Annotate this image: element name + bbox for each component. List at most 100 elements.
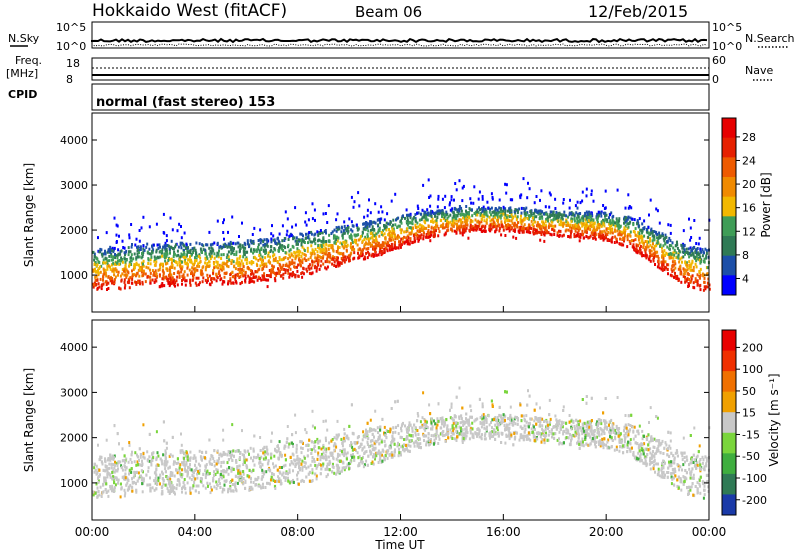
- power-point: [441, 224, 444, 228]
- power-point: [593, 230, 596, 234]
- power-point: [166, 252, 169, 256]
- power-point: [481, 214, 484, 218]
- power-point: [333, 256, 336, 260]
- power-point: [535, 224, 538, 228]
- power-point: [505, 215, 508, 219]
- power-point: [238, 275, 241, 279]
- power-point: [277, 241, 280, 245]
- power-point: [494, 216, 497, 220]
- power-point: [171, 263, 174, 267]
- power-point: [539, 231, 542, 235]
- power-point: [502, 209, 505, 213]
- power-point: [104, 252, 107, 256]
- power-point: [637, 249, 640, 253]
- power-point: [335, 229, 338, 233]
- power-point: [596, 223, 599, 227]
- power-point: [202, 265, 205, 269]
- power-point: [288, 275, 291, 279]
- power-point: [141, 252, 143, 255]
- power-point: [194, 269, 197, 273]
- power-point: [196, 264, 199, 268]
- power-point: [357, 256, 360, 260]
- power-point: [376, 240, 379, 244]
- power-point: [465, 205, 468, 208]
- power-point: [171, 276, 174, 280]
- freq-label: Freq.: [15, 54, 42, 67]
- power-point: [656, 239, 659, 243]
- power-point: [599, 223, 602, 227]
- power-point: [667, 223, 670, 227]
- power-point: [268, 260, 271, 264]
- power-point: [596, 220, 599, 224]
- power-point: [202, 276, 205, 280]
- power-point: [193, 273, 196, 277]
- power-point: [117, 252, 120, 256]
- power-point: [475, 213, 478, 217]
- power-point: [585, 228, 588, 232]
- power-point: [114, 268, 117, 272]
- power-point: [163, 284, 166, 288]
- power-point: [367, 242, 370, 246]
- power-point: [140, 261, 143, 265]
- power-point: [127, 271, 130, 275]
- power-point: [707, 277, 710, 281]
- power-point: [624, 220, 627, 224]
- power-point: [111, 277, 114, 280]
- power-point: [455, 218, 458, 222]
- power-point: [159, 263, 162, 267]
- power-point: [148, 247, 151, 251]
- power-point: [353, 251, 356, 255]
- power-point: [300, 240, 303, 244]
- power-point: [307, 236, 310, 240]
- power-point: [381, 246, 383, 250]
- power-point: [95, 270, 98, 274]
- power-point: [523, 223, 526, 227]
- power-point: [114, 256, 117, 260]
- power-point: [111, 281, 113, 285]
- power-point: [168, 273, 170, 277]
- power-point: [259, 276, 262, 280]
- power-point: [609, 224, 612, 227]
- power-point: [131, 243, 133, 246]
- power-point: [652, 259, 655, 263]
- power-point: [408, 226, 411, 230]
- power-point: [225, 256, 228, 260]
- beam-label: Beam 06: [355, 3, 422, 21]
- power-point: [238, 260, 241, 264]
- power-point: [223, 218, 225, 222]
- power-point: [494, 208, 497, 212]
- power-point: [457, 219, 460, 223]
- power-point: [599, 236, 602, 240]
- power-point: [197, 254, 200, 258]
- power-point: [107, 264, 110, 268]
- power-point: [198, 281, 201, 285]
- power-point: [326, 257, 329, 261]
- power-point: [613, 241, 616, 244]
- power-point: [220, 246, 223, 250]
- power-point: [319, 229, 322, 232]
- power-point: [131, 277, 134, 281]
- power-point: [596, 228, 598, 232]
- power-point: [336, 259, 339, 263]
- power-point: [279, 266, 282, 270]
- power-point: [365, 223, 368, 227]
- power-point: [662, 268, 665, 271]
- power-point: [434, 219, 437, 223]
- power-point: [512, 223, 515, 227]
- power-point: [482, 205, 485, 209]
- power-point: [186, 273, 189, 277]
- power-point: [304, 211, 307, 215]
- power-point: [383, 218, 386, 222]
- power-point: [624, 216, 627, 219]
- power-point: [688, 255, 691, 259]
- power-point: [236, 259, 239, 263]
- power-point: [171, 278, 174, 282]
- power-point: [351, 240, 354, 244]
- power-point: [584, 211, 587, 215]
- power-point: [558, 214, 561, 218]
- power-point: [212, 269, 215, 273]
- power-point: [664, 242, 667, 246]
- power-point: [512, 235, 515, 239]
- power-point: [347, 254, 350, 258]
- power-point: [668, 236, 671, 240]
